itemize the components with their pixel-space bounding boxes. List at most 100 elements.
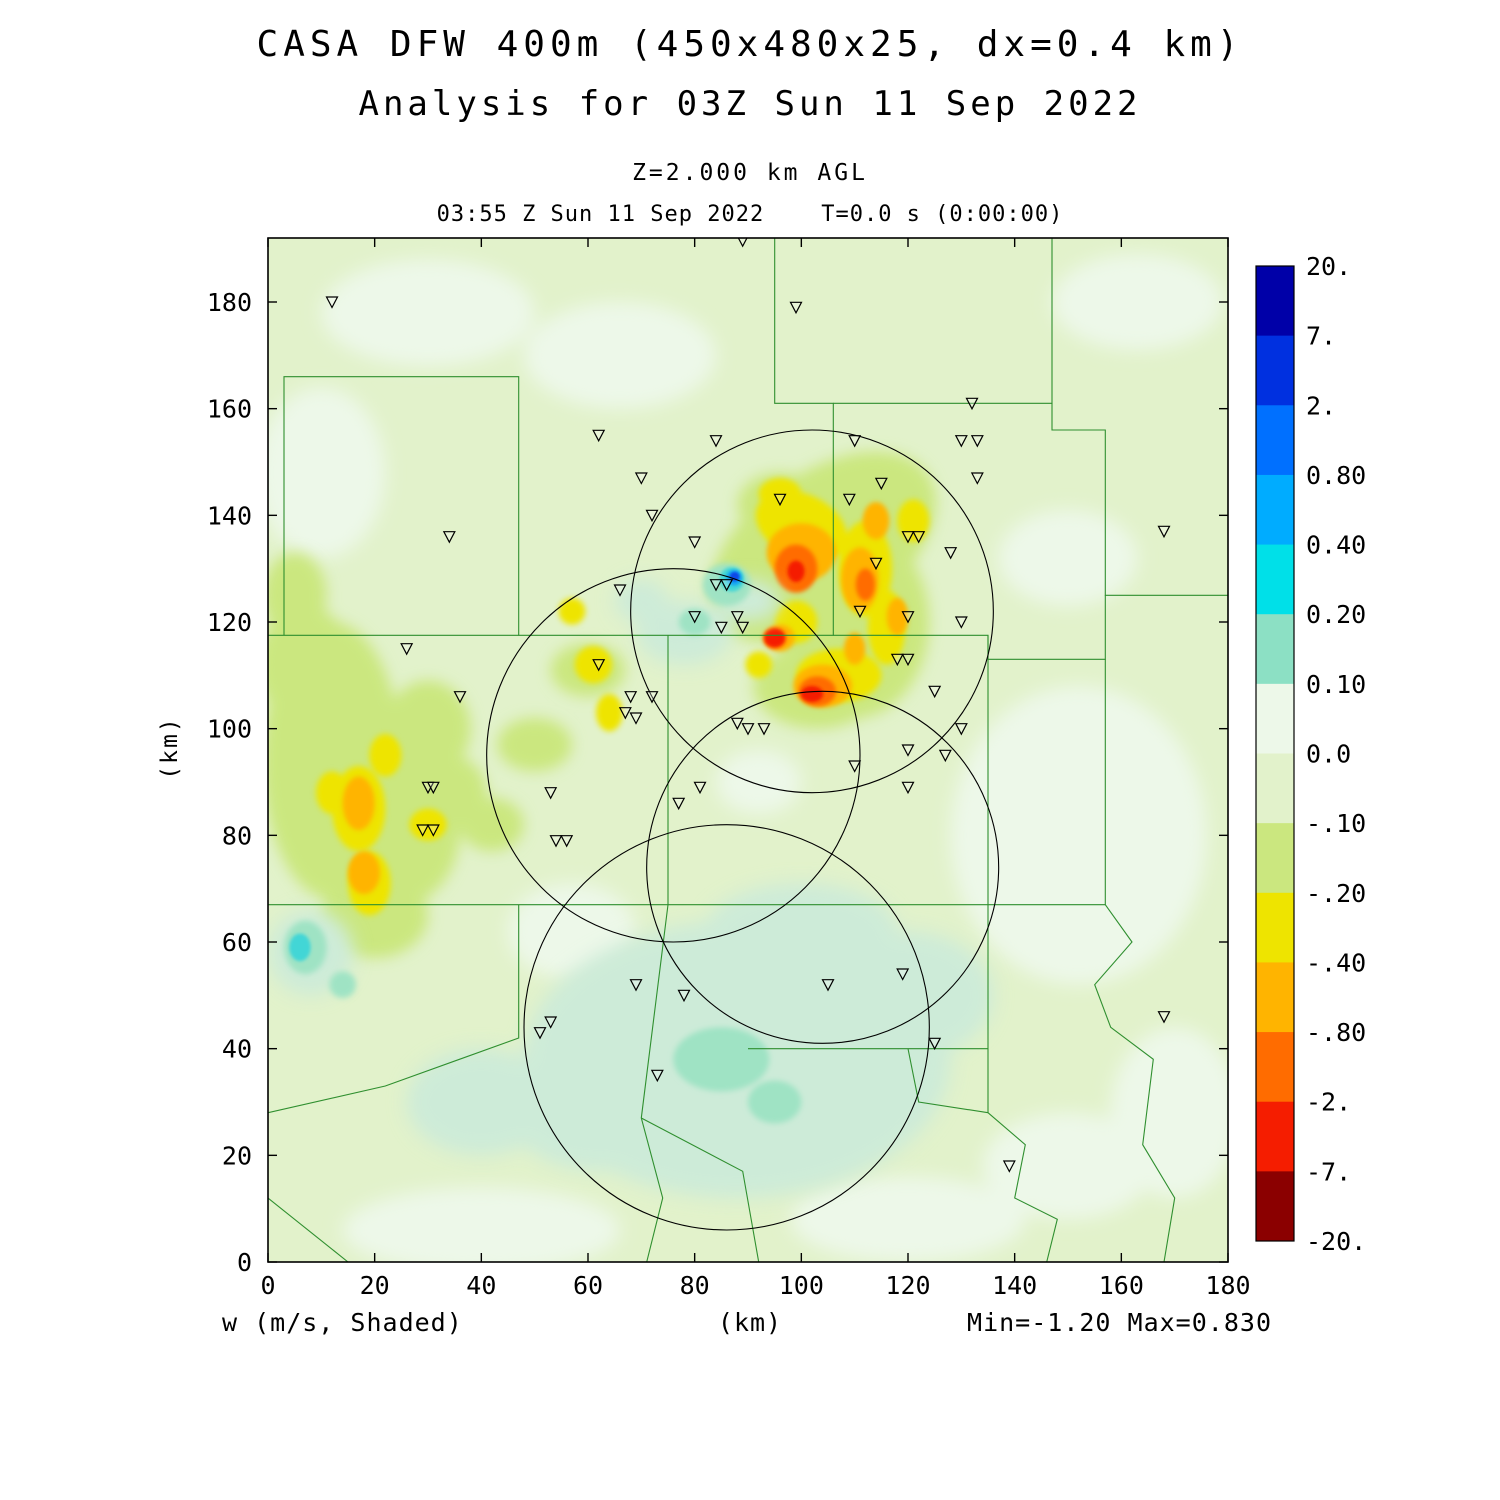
field-layer-red (764, 560, 824, 702)
radar-site-marker (757, 723, 771, 736)
valid-time-label: 03:55 Z Sun 11 Sep 2022 T=0.0 s (0:00:00… (436, 202, 1064, 227)
x-tick-label: 20 (360, 1271, 390, 1300)
radar-site-marker (928, 1037, 942, 1051)
radar-site-marker (901, 781, 915, 795)
colorbar-label: 20. (1306, 252, 1351, 281)
county-boundaries (268, 238, 1228, 1262)
county-boundary-line (1051, 403, 1228, 596)
radar-site-marker (741, 723, 755, 736)
y-tick-label: 60 (222, 928, 252, 957)
radar-site-marker (874, 477, 888, 491)
radar-site-marker (650, 1069, 664, 1083)
radar-site-marker (709, 579, 723, 592)
radar-site-marker (737, 238, 748, 248)
radar-site-marker (821, 979, 835, 992)
radar-site-marker (736, 621, 750, 635)
radar-site-marker (544, 787, 558, 800)
colorbar-cell (1256, 1171, 1294, 1242)
x-tick-label: 40 (466, 1271, 496, 1300)
radar-site-marker (954, 723, 968, 736)
colorbar-label: 0.80 (1306, 461, 1366, 490)
colorbar-cell (1256, 614, 1294, 685)
radar-site-marker (453, 691, 467, 704)
x-tick-label: 160 (1099, 1271, 1144, 1300)
colorbar-cell (1256, 266, 1294, 337)
radar-site-marker (938, 749, 952, 763)
radar-site-marker (613, 584, 627, 597)
radar-site-marker (624, 691, 638, 704)
radar-site-marker (688, 536, 702, 549)
radar-site-marker (416, 824, 430, 837)
y-tick-label: 140 (207, 501, 252, 530)
figure-subtitle: Analysis for 03Z Sun 11 Sep 2022 (358, 84, 1142, 124)
colorbar-label: 0.0 (1306, 740, 1351, 769)
radar-site-marker (688, 611, 702, 624)
radar-site-marker (426, 781, 440, 795)
axis-ticks: 0 20 40 60 80 100 120 140 160 180 0 20 40 60 80 100 120 1… (207, 238, 1251, 1300)
radar-site-marker (730, 611, 744, 624)
radar-site-marker (709, 435, 723, 448)
y-tick-label: 40 (222, 1035, 252, 1064)
colorbar-label: -.40 (1306, 948, 1366, 977)
field-layer-blue (729, 571, 740, 582)
y-tick-label: 0 (237, 1248, 252, 1277)
radar-site-marker (890, 653, 904, 667)
radar-site-marker (1157, 525, 1171, 539)
radar-site-marker (970, 435, 984, 448)
radar-site-marker (901, 653, 915, 667)
colorbar-label: -.20 (1306, 879, 1366, 908)
colorbar-cell (1256, 405, 1294, 476)
radar-site-marker (533, 1027, 547, 1040)
x-tick-label: 100 (779, 1271, 824, 1300)
colorbar-label: -20. (1306, 1227, 1366, 1256)
y-axis-title: (km) (157, 716, 183, 780)
radar-site-marker (853, 605, 867, 619)
y-tick-label: 20 (222, 1141, 252, 1170)
county-boundary-line (641, 1117, 760, 1262)
radar-site-marker (629, 712, 643, 725)
x-tick-label: 180 (1205, 1271, 1250, 1300)
colorbar-label: -.80 (1306, 1018, 1366, 1047)
radar-site-marker (645, 509, 659, 523)
colorbar-label: 0.40 (1306, 531, 1366, 560)
radar-site-marker (560, 835, 574, 848)
radar-site-marker (442, 531, 456, 544)
radar-site-marker (544, 1016, 558, 1029)
radar-site-marker (928, 685, 942, 699)
x-tick-label: 0 (260, 1271, 275, 1300)
radar-site-marker (848, 435, 862, 448)
radar-site-marker (618, 707, 632, 720)
radar-site-marker (954, 435, 968, 448)
county-boundary-line (987, 635, 1106, 906)
colorbar-label: 0.20 (1306, 600, 1366, 629)
colorbar-cell (1256, 335, 1294, 406)
radar-site-marker (848, 760, 862, 773)
radar-site-marker (789, 301, 803, 315)
figure-title: CASA DFW 400m (450x480x25, dx=0.4 km) (256, 24, 1244, 65)
radar-site-marker (954, 616, 968, 629)
radar-site-marker (400, 643, 414, 656)
radar-range-ring (523, 824, 930, 1231)
radar-site-marker (901, 531, 915, 544)
level-label: Z=2.000 km AGL (632, 160, 868, 186)
radar-site-marker (1157, 1011, 1171, 1024)
colorbar-cell (1256, 892, 1294, 963)
radar-site-marker (629, 979, 643, 992)
colorbar-label: 0.10 (1306, 670, 1366, 699)
x-axis-title: (km) (717, 1308, 783, 1337)
y-tick-label: 180 (207, 288, 252, 317)
y-tick-label: 120 (207, 608, 252, 637)
shaded-variable-label: w (m/s, Shaded) (222, 1308, 463, 1337)
radar-site-marker (672, 797, 686, 811)
shaded-field (268, 238, 1228, 1262)
radar-site-marker (693, 781, 707, 795)
colorbar-cell (1256, 683, 1294, 754)
county-boundary-line (268, 904, 520, 1114)
colorbar: 20. 7. 2. 0.80 0.40 0.20 0.10 0.0 -.10 -.20 -.40 -.… (1255, 252, 1366, 1256)
x-tick-label: 140 (992, 1271, 1037, 1300)
y-tick-label: 80 (222, 821, 252, 850)
county-boundary-line (268, 1197, 349, 1262)
radar-site-marker (901, 611, 915, 624)
radar-site-marker (592, 429, 606, 443)
